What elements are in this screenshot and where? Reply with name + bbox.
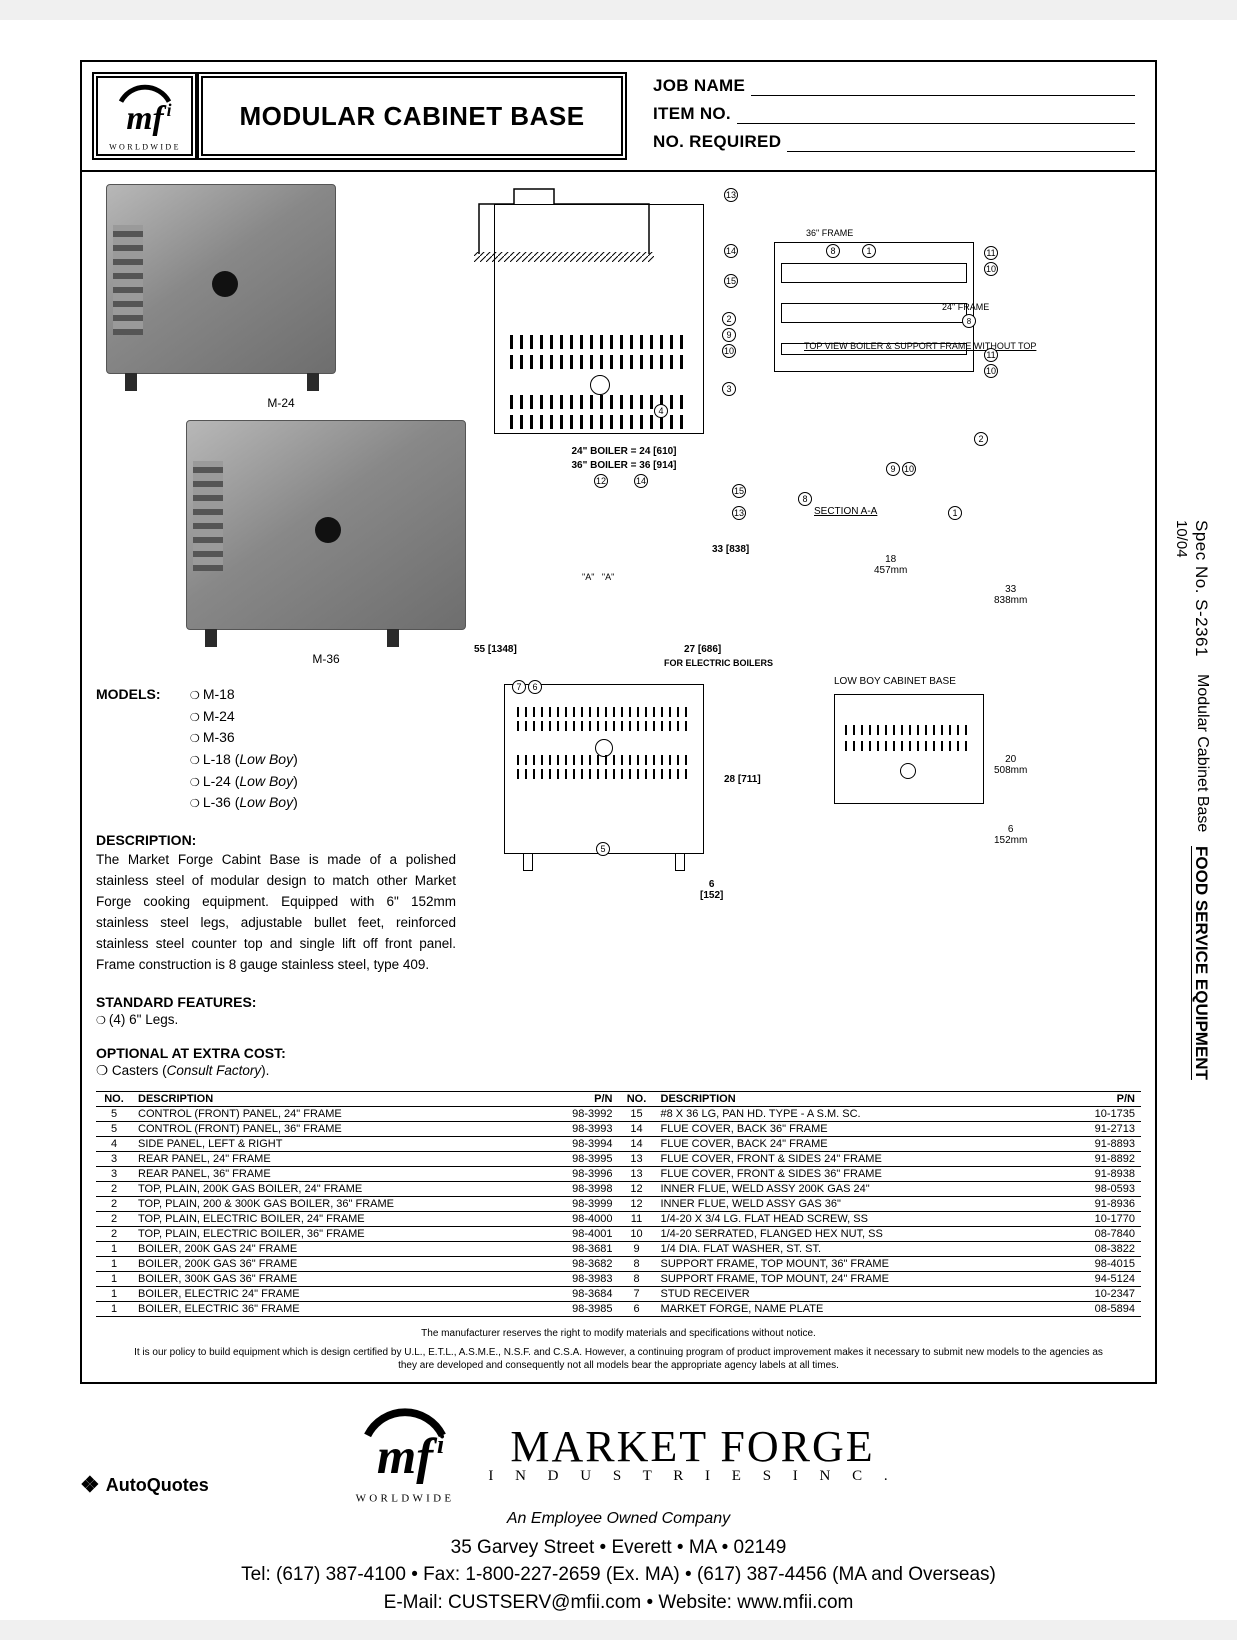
col-no: NO. (96, 1091, 132, 1106)
table-row: 12INNER FLUE, WELD ASSY 200K GAS 24"98-0… (619, 1181, 1142, 1196)
table-row: 13FLUE COVER, FRONT & SIDES 24" FRAME91-… (619, 1151, 1142, 1166)
field-item-line[interactable] (737, 110, 1135, 124)
disclaimer: The manufacturer reserves the right to m… (126, 1327, 1111, 1372)
brand-tagline: An Employee Owned Company (80, 1510, 1157, 1528)
parts-table-right: NO. DESCRIPTION P/N 15#8 X 36 LG, PAN HD… (619, 1091, 1142, 1317)
model-item: L-18 (Low Boy) (190, 749, 298, 771)
table-row: 91/4 DIA. FLAT WASHER, ST. ST.08-3822 (619, 1241, 1142, 1256)
footer-address: 35 Garvey Street • Everett • MA • 02149 … (80, 1534, 1157, 1617)
field-job-line[interactable] (751, 82, 1135, 96)
left-column: M-24 M-36 MODELS: M-18M-24M-36L-18 (Low … (96, 184, 456, 1079)
table-row: 1BOILER, 300K GAS 36" FRAME98-3983 (96, 1271, 619, 1286)
table-row: 1BOILER, ELECTRIC 36" FRAME98-3985 (96, 1301, 619, 1316)
diagram-area: 13 14 15 2 9 10 3 4 TOP VIEW BOILER & SU… (474, 184, 1141, 1079)
col-desc: DESCRIPTION (132, 1091, 549, 1106)
table-row: 2TOP, PLAIN, 200 & 300K GAS BOILER, 36" … (96, 1196, 619, 1211)
standard-list: (4) 6" Legs. (96, 1012, 456, 1027)
svg-text:i: i (437, 1429, 445, 1459)
field-job-label: JOB NAME (653, 76, 745, 96)
photo-label-2: M-36 (186, 652, 466, 666)
autoquotes-icon: ❖ (80, 1472, 100, 1498)
table-row: 8SUPPORT FRAME, TOP MOUNT, 24" FRAME94-5… (619, 1271, 1142, 1286)
table-row: 13FLUE COVER, FRONT & SIDES 36" FRAME91-… (619, 1166, 1142, 1181)
table-row: 2TOP, PLAIN, 200K GAS BOILER, 24" FRAME9… (96, 1181, 619, 1196)
field-qty-label: NO. REQUIRED (653, 132, 781, 152)
col-no: NO. (619, 1091, 655, 1106)
table-row: 1BOILER, 200K GAS 24" FRAME98-3681 (96, 1241, 619, 1256)
col-pn: P/N (1071, 1091, 1141, 1106)
field-qty-line[interactable] (787, 138, 1135, 152)
product-photo-m24 (106, 184, 336, 374)
photo-label-1: M-24 (106, 396, 456, 410)
model-item: L-36 (Low Boy) (190, 792, 298, 814)
autoquotes-badge: ❖ AutoQuotes (80, 1472, 209, 1498)
table-row: 2TOP, PLAIN, ELECTRIC BOILER, 24" FRAME9… (96, 1211, 619, 1226)
lowboy-label: LOW BOY CABINET BASE (834, 676, 956, 687)
svg-text:mf: mf (377, 1427, 438, 1483)
side-product: Modular Cabinet Base (1171, 674, 1211, 832)
field-item-label: ITEM NO. (653, 104, 731, 124)
job-fields: JOB NAME ITEM NO. NO. REQUIRED (645, 62, 1155, 170)
spec-no: Spec No. S-2361 (1192, 520, 1211, 657)
models-heading: MODELS: (96, 684, 186, 706)
table-row: 1BOILER, 200K GAS 36" FRAME98-3682 (96, 1256, 619, 1271)
optional-item: ❍ Casters (Consult Factory). (96, 1063, 456, 1079)
table-row: 3REAR PANEL, 24" FRAME98-3995 (96, 1151, 619, 1166)
brand-row: mf i WORLDWIDE MARKET FORGE I N D U S T … (80, 1398, 1157, 1508)
standard-heading: STANDARD FEATURES: (96, 994, 456, 1010)
margin-side-text: Spec No. S-2361 10/04 Modular Cabinet Ba… (1171, 520, 1211, 1080)
table-row: 101/4-20 SERRATED, FLANGED HEX NUT, SS08… (619, 1226, 1142, 1241)
description-heading: DESCRIPTION: (96, 832, 456, 848)
table-row: 14FLUE COVER, BACK 36" FRAME91-2713 (619, 1121, 1142, 1136)
models-list: M-18M-24M-36L-18 (Low Boy)L-24 (Low Boy)… (190, 684, 298, 814)
model-item: M-36 (190, 727, 298, 749)
header-bar: mf i WORLDWIDE MODULAR CABINET BASE JOB … (82, 62, 1155, 172)
table-row: 6MARKET FORGE, NAME PLATE08-5894 (619, 1301, 1142, 1316)
parts-table-left: NO. DESCRIPTION P/N 5CONTROL (FRONT) PAN… (96, 1091, 619, 1317)
table-row: 12INNER FLUE, WELD ASSY GAS 36"91-8936 (619, 1196, 1142, 1211)
product-photo-m36 (186, 420, 466, 630)
svg-text:WORLDWIDE: WORLDWIDE (356, 1492, 455, 1504)
model-item: M-24 (190, 706, 298, 728)
footer: ❖ AutoQuotes mf i WORLDWIDE MARKET FORGE… (80, 1398, 1157, 1617)
table-row: 1BOILER, ELECTRIC 24" FRAME98-3684 (96, 1286, 619, 1301)
brand-name: MARKET FORGE I N D U S T R I E S I N C . (488, 1421, 896, 1485)
diagram-lowboy (834, 694, 984, 804)
svg-text:WORLDWIDE: WORLDWIDE (109, 143, 181, 152)
optional-heading: OPTIONAL AT EXTRA COST: (96, 1045, 456, 1061)
standard-item: (4) 6" Legs. (96, 1012, 456, 1027)
model-item: L-24 (Low Boy) (190, 771, 298, 793)
table-row: 2TOP, PLAIN, ELECTRIC BOILER, 36" FRAME9… (96, 1226, 619, 1241)
logo-box: mf i WORLDWIDE (92, 72, 197, 160)
diagram-front-2 (504, 684, 704, 854)
col-desc: DESCRIPTION (655, 1091, 1072, 1106)
top-view-label: TOP VIEW BOILER & SUPPORT FRAME WITHOUT … (804, 342, 944, 352)
title-box: MODULAR CABINET BASE (197, 72, 627, 160)
table-row: 4SIDE PANEL, LEFT & RIGHT98-3994 (96, 1136, 619, 1151)
svg-text:i: i (166, 100, 171, 120)
models-block: MODELS: M-18M-24M-36L-18 (Low Boy)L-24 (… (96, 684, 456, 814)
section-label: SECTION A-A (814, 506, 877, 517)
spec-sheet-frame: mf i WORLDWIDE MODULAR CABINET BASE JOB … (80, 60, 1157, 1384)
model-item: M-18 (190, 684, 298, 706)
table-row: 5CONTROL (FRONT) PANEL, 24" FRAME98-3992 (96, 1106, 619, 1121)
table-row: 7STUD RECEIVER10-2347 (619, 1286, 1142, 1301)
table-row: 15#8 X 36 LG, PAN HD. TYPE - A S.M. SC.1… (619, 1106, 1142, 1121)
table-row: 5CONTROL (FRONT) PANEL, 36" FRAME98-3993 (96, 1121, 619, 1136)
svg-text:mf: mf (126, 100, 166, 137)
page-title: MODULAR CABINET BASE (239, 101, 584, 132)
table-row: 14FLUE COVER, BACK 24" FRAME91-8893 (619, 1136, 1142, 1151)
diagram-front-elevation (494, 204, 704, 434)
side-category: FOOD SERVICE EQUIPMENT (1171, 846, 1211, 1080)
table-row: 8SUPPORT FRAME, TOP MOUNT, 36" FRAME98-4… (619, 1256, 1142, 1271)
col-pn: P/N (549, 1091, 619, 1106)
description-text: The Market Forge Cabint Base is made of … (96, 850, 456, 976)
mfi-logo-icon: mf i WORLDWIDE (105, 76, 185, 156)
spec-date: 10/04 (1173, 520, 1190, 558)
mfi-logo-large-icon: mf i WORLDWIDE (340, 1398, 470, 1508)
table-row: 3REAR PANEL, 36" FRAME98-3996 (96, 1166, 619, 1181)
table-row: 111/4-20 X 3/4 LG. FLAT HEAD SCREW, SS10… (619, 1211, 1142, 1226)
parts-tables: NO. DESCRIPTION P/N 5CONTROL (FRONT) PAN… (96, 1079, 1141, 1372)
